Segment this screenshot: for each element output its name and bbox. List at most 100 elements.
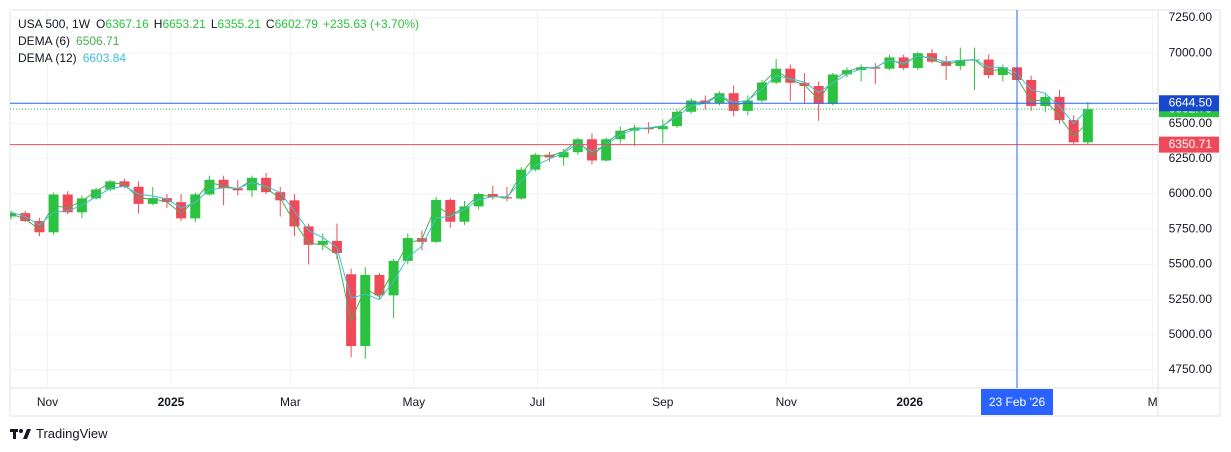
candle-body — [955, 60, 966, 66]
legend-row: USA 500, 1W O6367.16 H6653.21 L6355.21 C6602… — [18, 16, 420, 33]
candle-body — [360, 274, 371, 347]
candle-body — [1054, 96, 1065, 121]
ohlc-key: L — [210, 17, 218, 31]
candle-body — [416, 238, 427, 242]
indicator-line — [10, 55, 1089, 301]
candle-body — [558, 152, 569, 158]
candle-body — [218, 179, 229, 189]
candle-body — [246, 177, 257, 191]
candle-body — [91, 189, 102, 199]
candle-body — [530, 154, 541, 170]
y-tick-label: 6000.00 — [1169, 186, 1213, 200]
ohlc-key: C — [265, 17, 275, 31]
ohlc-value: 6355.21 — [217, 17, 261, 31]
candle-body — [912, 53, 923, 69]
legend: USA 500, 1W O6367.16 H6653.21 L6355.21 C6602… — [18, 16, 420, 67]
candle-body — [317, 240, 328, 245]
grid — [10, 10, 1158, 388]
candle-body — [190, 194, 201, 219]
legend-name: DEMA (12) — [18, 51, 77, 65]
y-tick-label: 5500.00 — [1169, 257, 1213, 271]
candle-body — [289, 200, 300, 227]
y-tick-label: 7000.00 — [1169, 45, 1213, 59]
legend-row: DEMA (6) 6506.71 — [18, 33, 420, 50]
candle-body — [1040, 96, 1051, 107]
y-tick-label: 5000.00 — [1169, 327, 1213, 341]
y-tick-label: 5250.00 — [1169, 292, 1213, 306]
candle-body — [459, 206, 470, 222]
candle-body — [374, 274, 385, 296]
ohlc-key: O — [96, 17, 106, 31]
x-tick-label: May — [403, 395, 426, 409]
logo-text: TradingView — [36, 426, 108, 441]
candle-body — [147, 198, 158, 204]
candle-body — [402, 238, 413, 261]
ohlc-value: 6367.16 — [105, 17, 149, 31]
candle-body — [1068, 120, 1079, 143]
change-value: +235.63 (+3.70%) — [322, 17, 420, 31]
candle-body — [431, 199, 442, 242]
price-line-label-box — [1159, 136, 1219, 153]
candle-body — [714, 93, 725, 104]
candle-body — [133, 186, 144, 204]
plot-area — [10, 10, 1158, 388]
candle-body — [516, 169, 527, 199]
logo-icon — [10, 428, 31, 439]
candle-body — [572, 139, 583, 153]
x-tick-label: Mar — [280, 395, 301, 409]
y-tick-label: 7250.00 — [1169, 10, 1213, 24]
candle-body — [161, 198, 172, 203]
candle-body — [813, 86, 824, 104]
candle-body — [841, 70, 852, 75]
x-tick-label: 2025 — [158, 395, 185, 409]
legend-title: USA 500, 1W — [18, 17, 91, 31]
candle-body — [1026, 79, 1037, 107]
axes: 4750.00 5000.00 5250.00 5500.00 5750.00 6000.… — [37, 10, 1219, 415]
candle-body — [997, 67, 1008, 76]
candle-body — [204, 179, 215, 195]
x-tick-label: Jul — [530, 395, 545, 409]
x-tick-label: Nov — [776, 395, 797, 409]
candle-body — [601, 139, 612, 161]
candle-body — [671, 111, 682, 127]
ohlc-key: H — [153, 17, 163, 31]
y-tick-label: 6500.00 — [1169, 116, 1213, 130]
crosshair-price-label: 6644.50 — [1169, 95, 1213, 109]
candle-body — [827, 74, 838, 104]
candle-body — [346, 274, 357, 347]
candle-body — [261, 177, 272, 193]
candle-body — [586, 139, 597, 161]
legend-value: 6603.84 — [82, 51, 127, 65]
legend-row: DEMA (12) 6603.84 — [18, 50, 420, 67]
candle-body — [176, 202, 187, 219]
x-tick-label: Sep — [652, 395, 674, 409]
candle-body — [785, 68, 796, 83]
y-tick-label: 4750.00 — [1169, 362, 1213, 376]
candle-body — [941, 61, 952, 66]
price-line-label: 6350.71 — [1169, 137, 1213, 151]
candle-body — [1082, 109, 1093, 143]
crosshair-price-label-box — [1159, 95, 1219, 112]
time-axis: Nov 2025 Mar May Jul Sep Nov 2026 M — [37, 395, 1158, 409]
y-tick-label: 5750.00 — [1169, 221, 1213, 235]
candle-body — [657, 126, 668, 130]
crosshair-date-label: 23 Feb '26 — [989, 395, 1046, 409]
candle-body — [48, 194, 59, 233]
legend-value: 6506.71 — [76, 34, 120, 48]
y-tick-label: 6250.00 — [1169, 151, 1213, 165]
logo: TradingView — [10, 426, 108, 441]
candle-body — [884, 57, 895, 69]
x-tick-label: 2026 — [896, 395, 923, 409]
candle-body — [926, 53, 937, 62]
candle-body — [275, 192, 286, 201]
candle-body — [388, 260, 399, 296]
candle-body — [756, 82, 767, 101]
candle-body — [303, 226, 314, 245]
candle-body — [105, 181, 116, 190]
candle-body — [62, 194, 73, 213]
crosshair-date-box — [981, 389, 1053, 415]
x-tick-label: Nov — [37, 395, 58, 409]
ohlc-value: 6653.21 — [162, 17, 206, 31]
